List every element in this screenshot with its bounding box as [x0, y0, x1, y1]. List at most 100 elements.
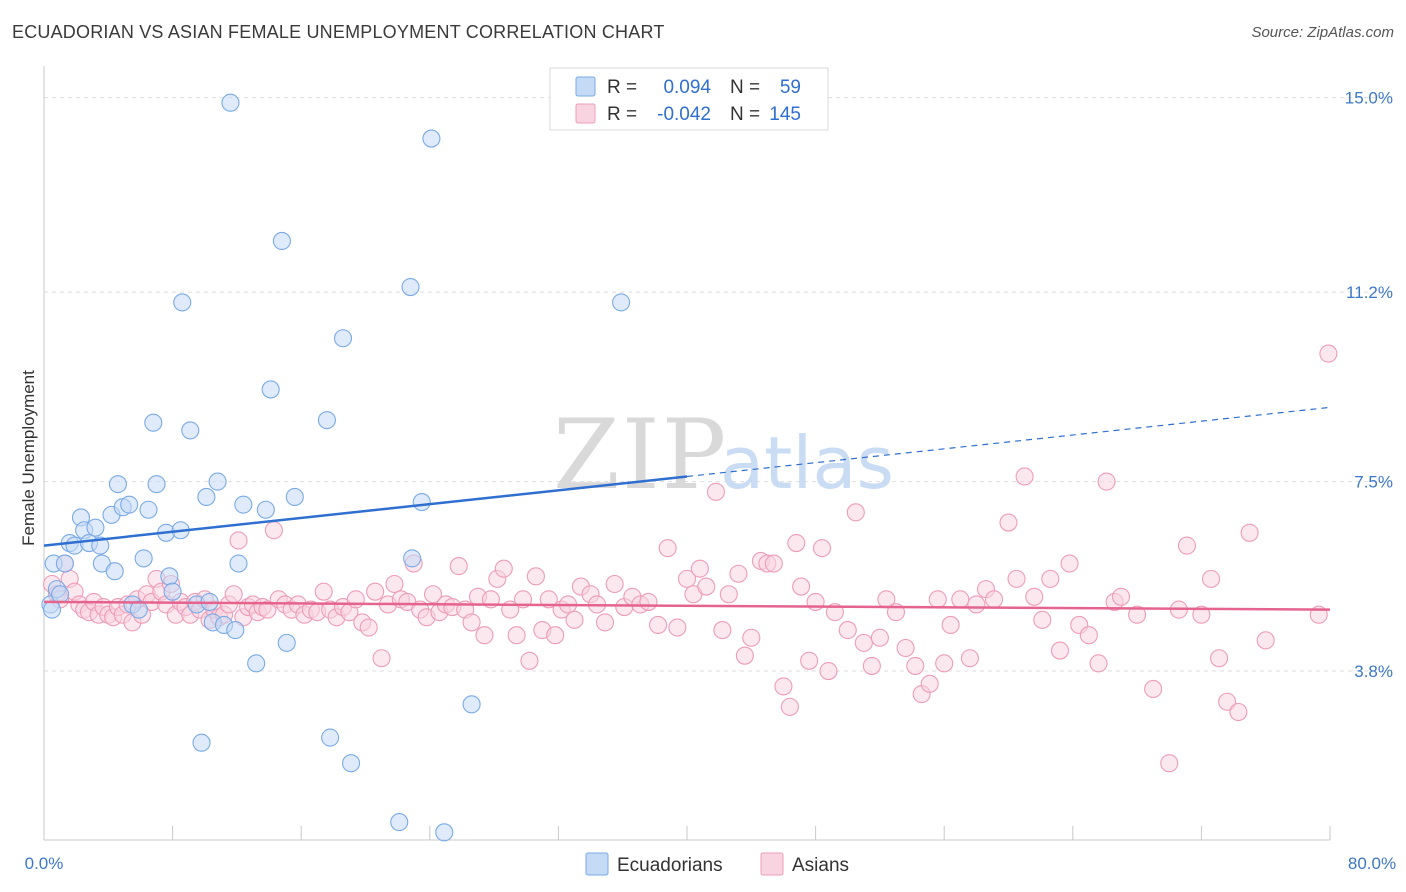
ecuadorian-point-1 — [42, 600, 62, 619]
asian-point-135 — [896, 638, 915, 658]
asian-point-161 — [1128, 605, 1147, 624]
asian-point-150 — [1025, 587, 1044, 606]
ecuadorian-point-20 — [129, 600, 148, 619]
asian-point-46 — [264, 521, 283, 540]
asian-point-136 — [906, 656, 925, 675]
ecuadorian-point-52 — [390, 813, 409, 832]
ecuadorian-point-49 — [321, 728, 340, 747]
asians-points — [42, 344, 1338, 773]
ecuadorian-point-51 — [341, 754, 361, 773]
asian-point-114 — [735, 646, 754, 665]
legend-n-value-1: 59 — [780, 77, 801, 98]
ecuadorian-point-59 — [612, 293, 631, 312]
asian-point-89 — [539, 590, 558, 609]
y-tick-label-3: 15.0% — [1345, 89, 1393, 108]
asian-point-110 — [706, 482, 725, 501]
ecuadorian-point-4 — [51, 585, 70, 604]
asian-point-143 — [960, 649, 979, 668]
chart-title: ECUADORIAN VS ASIAN FEMALE UNEMPLOYMENT … — [12, 22, 665, 42]
asian-point-140 — [935, 654, 954, 673]
ecuadorian-point-48 — [317, 411, 336, 430]
asian-point-97 — [595, 613, 615, 632]
tick-labels: 3.8% 7.5% 11.2% 15.0% 0.0% 80.0% — [25, 89, 1396, 873]
asian-point-166 — [1192, 605, 1211, 624]
asian-point-138 — [920, 674, 939, 693]
ecuadorians-points — [41, 93, 631, 842]
ecuadorian-point-23 — [144, 413, 163, 432]
asian-point-63 — [372, 649, 391, 668]
asian-point-139 — [928, 590, 947, 609]
ecuadorian-point-33 — [197, 487, 216, 507]
asian-point-169 — [1218, 692, 1237, 711]
asian-point-149 — [1015, 467, 1034, 486]
legend-r-label-2: R = — [607, 104, 637, 125]
asian-point-45 — [258, 600, 277, 619]
ecuadorian-point-53 — [401, 277, 420, 297]
ecuadorian-point-5 — [55, 554, 74, 573]
legend-r-value-2: -0.042 — [657, 104, 711, 125]
asian-point-39 — [229, 531, 248, 550]
ecuadorian-point-54 — [403, 549, 422, 568]
ecuadorian-point-47 — [285, 487, 304, 507]
asian-point-59 — [346, 590, 365, 609]
asian-point-142 — [951, 590, 970, 609]
ecuadorian-point-40 — [229, 554, 248, 573]
asian-point-170 — [1229, 702, 1248, 722]
asian-point-106 — [677, 569, 697, 588]
y-tick-label-1: 7.5% — [1354, 473, 1393, 492]
ecuadorian-point-55 — [412, 493, 431, 512]
asian-point-172 — [1256, 631, 1275, 650]
x-tick-label-0: 0.0% — [25, 854, 64, 873]
watermark: ZIP atlas — [553, 399, 894, 511]
asian-point-156 — [1079, 626, 1098, 645]
asian-point-165 — [1177, 536, 1196, 555]
asian-point-167 — [1201, 569, 1221, 588]
legend-swatch-asians — [575, 103, 596, 124]
ecuadorian-point-18 — [120, 495, 139, 514]
ecuadorian-point-24 — [147, 475, 166, 494]
asian-point-38 — [224, 585, 243, 604]
asian-point-86 — [520, 651, 539, 670]
trend-lines — [43, 406, 1331, 611]
asian-point-163 — [1160, 754, 1179, 773]
ecuadorian-point-32 — [192, 733, 211, 752]
asian-point-118 — [764, 554, 783, 573]
asian-point-62 — [366, 582, 385, 601]
asian-point-104 — [658, 539, 677, 558]
ecuadorian-point-29 — [173, 293, 192, 312]
asian-point-54 — [314, 582, 333, 601]
asian-point-65 — [385, 574, 404, 594]
asian-point-111 — [713, 621, 732, 640]
asian-point-82 — [494, 559, 513, 578]
watermark-atlas: atlas — [720, 421, 894, 505]
asian-point-131 — [862, 656, 881, 675]
watermark-zip: ZIP — [553, 399, 728, 511]
ecuadorian-point-58 — [462, 695, 481, 714]
ecuadorian-point-21 — [134, 549, 153, 568]
asian-point-123 — [800, 651, 819, 670]
ecuadorian-point-27 — [163, 582, 182, 601]
ecuadorian-point-57 — [435, 823, 454, 842]
ecuadorian-point-43 — [256, 500, 275, 519]
asian-point-171 — [1240, 523, 1259, 542]
asians-trend-line — [43, 600, 1331, 611]
series-legend-swatch-ecuadorians — [585, 852, 609, 876]
asian-point-122 — [792, 577, 811, 596]
y-tick-label-0: 3.8% — [1354, 662, 1393, 681]
asian-point-77 — [462, 613, 481, 632]
axes — [43, 66, 1331, 841]
asian-point-109 — [697, 577, 716, 596]
asian-point-61 — [359, 618, 378, 637]
asian-point-90 — [546, 626, 565, 645]
asian-point-141 — [941, 615, 960, 635]
legend-n-label-2: N = — [730, 104, 760, 125]
series-legend-ecuadorians: Ecuadorians — [617, 855, 723, 876]
legend-n-value-2: 145 — [769, 104, 801, 125]
source-label: Source: ZipAtlas.com — [1251, 24, 1394, 41]
asian-point-128 — [838, 621, 857, 640]
asian-point-158 — [1097, 472, 1116, 491]
asian-point-130 — [854, 633, 873, 652]
asian-point-147 — [999, 513, 1018, 532]
asian-point-129 — [846, 503, 865, 522]
ecuadorian-point-38 — [221, 93, 240, 112]
